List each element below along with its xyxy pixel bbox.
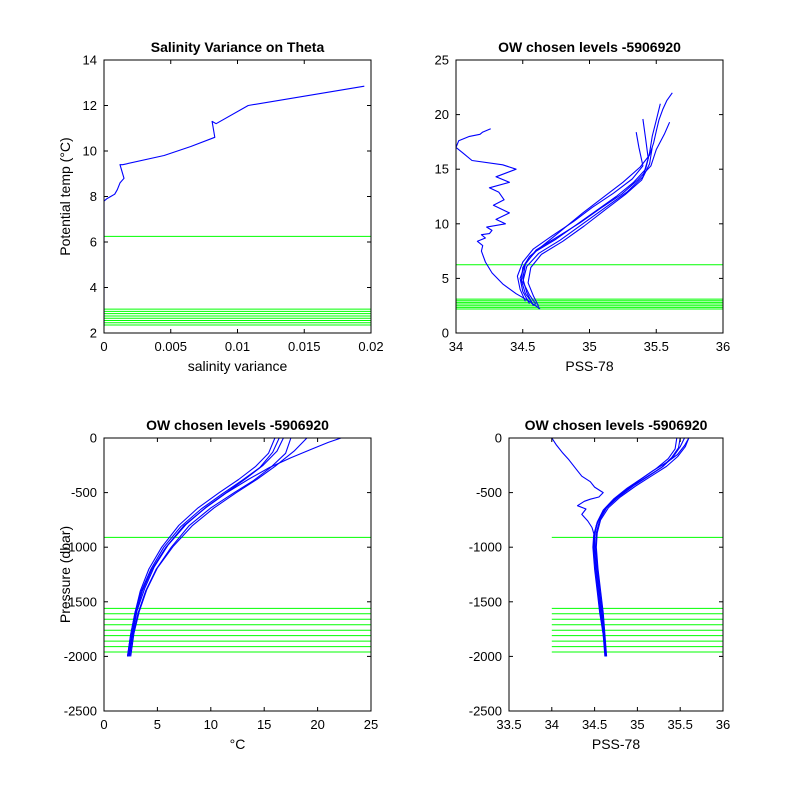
- y-tick-label: -1000: [64, 540, 97, 555]
- profile-line-3: [592, 438, 678, 657]
- y-tick-label: 10: [83, 144, 97, 159]
- x-tick-label: 0.01: [225, 339, 250, 354]
- x-tick-label: 35.5: [668, 717, 693, 732]
- x-tick-label: 20: [310, 717, 324, 732]
- y-tick-label: -2500: [469, 704, 502, 719]
- x-tick-label: 36: [716, 717, 730, 732]
- x-tick-label: 15: [257, 717, 271, 732]
- y-tick-label: 0: [495, 431, 502, 446]
- y-axis-label: Potential temp (°C): [57, 137, 73, 255]
- profile-line-3: [516, 132, 644, 302]
- chart-title: OW chosen levels -5906920: [498, 39, 681, 55]
- profile-line-0: [104, 85, 365, 327]
- x-tick-label: 0: [100, 339, 107, 354]
- x-tick-label: 35: [582, 339, 596, 354]
- plot-area: [551, 438, 723, 657]
- y-tick-label: 25: [435, 53, 449, 68]
- profile-line-4: [130, 438, 308, 657]
- chart-panel-pressure-temperature: 0 5 10 15 20 25 -2500 -2000 -1500 -1000 -500 0 OW ch…: [57, 417, 378, 752]
- y-tick-label: 15: [435, 162, 449, 177]
- profile-line-4: [595, 438, 690, 657]
- profile-line-5: [551, 438, 604, 537]
- y-tick-label: 0: [90, 431, 97, 446]
- x-tick-label: 0.005: [154, 339, 187, 354]
- x-tick-label: 35: [630, 717, 644, 732]
- y-tick-label: 2: [90, 326, 97, 341]
- y-tick-label: -1500: [469, 594, 502, 609]
- y-tick-label: -2000: [64, 649, 97, 664]
- y-tick-label: 0: [442, 326, 449, 341]
- x-tick-label: 34.5: [510, 339, 535, 354]
- y-axis-label: Pressure (dbar): [57, 526, 73, 623]
- chart-panel-salinity-variance: 0 0.005 0.01 0.015 0.02 2 4 6 8 10 12 14 Salinity Va…: [57, 39, 384, 374]
- x-tick-label: 5: [154, 717, 161, 732]
- y-tick-label: 8: [90, 189, 97, 204]
- x-tick-label: 35.5: [644, 339, 669, 354]
- axes-box: [103, 437, 372, 712]
- y-tick-label: -2500: [64, 704, 97, 719]
- axes-box: [508, 437, 724, 712]
- x-axis-label: PSS-78: [592, 736, 640, 752]
- y-tick-label: 20: [435, 107, 449, 122]
- y-tick-label: 12: [83, 98, 97, 113]
- y-tick-label: 14: [83, 53, 97, 68]
- y-tick-label: 6: [90, 235, 97, 250]
- x-tick-label: 36: [716, 339, 730, 354]
- chart-panel-pressure-salinity: 33.5 34 34.5 35 35.5 36 -2500 -2000 -1500 -1000 -5…: [469, 417, 730, 752]
- profile-line-2: [129, 438, 292, 657]
- y-tick-label: -500: [476, 485, 502, 500]
- y-tick-label: -1500: [64, 594, 97, 609]
- y-tick-label: -1000: [469, 540, 502, 555]
- x-axis-label: salinity variance: [188, 358, 288, 374]
- y-tick-label: -500: [71, 485, 97, 500]
- chart-panel-theta-salinity: 34 34.5 35 35.5 36 0 5 10 15 20 25 OW chosen levels…: [435, 39, 731, 374]
- x-tick-label: 34: [449, 339, 463, 354]
- x-axis-label: °C: [230, 736, 246, 752]
- x-tick-label: 33.5: [496, 717, 521, 732]
- profile-line-2: [522, 118, 649, 305]
- y-tick-label: -2000: [469, 649, 502, 664]
- plot-area: [456, 92, 723, 310]
- x-tick-label: 10: [204, 717, 218, 732]
- profile-line-2: [594, 438, 685, 657]
- plot-area: [104, 438, 371, 657]
- x-axis-label: PSS-78: [565, 358, 613, 374]
- x-tick-label: 25: [364, 717, 378, 732]
- chart-title: Salinity Variance on Theta: [151, 39, 325, 55]
- x-tick-label: 34: [545, 717, 559, 732]
- x-tick-label: 34.5: [582, 717, 607, 732]
- x-tick-label: 0: [100, 717, 107, 732]
- profile-line-4: [522, 121, 671, 306]
- chart-title: OW chosen levels -5906920: [146, 417, 329, 433]
- profile-line-6: [456, 128, 541, 310]
- y-tick-label: 5: [442, 271, 449, 286]
- chart-title: OW chosen levels -5906920: [525, 417, 708, 433]
- profile-line-5: [527, 147, 653, 308]
- profile-line-5: [126, 438, 280, 657]
- profile-line-3: [128, 438, 284, 657]
- x-tick-label: 0.02: [358, 339, 383, 354]
- y-tick-label: 4: [90, 280, 97, 295]
- y-tick-label: 10: [435, 216, 449, 231]
- plot-area: [104, 85, 371, 327]
- x-tick-label: 0.015: [288, 339, 321, 354]
